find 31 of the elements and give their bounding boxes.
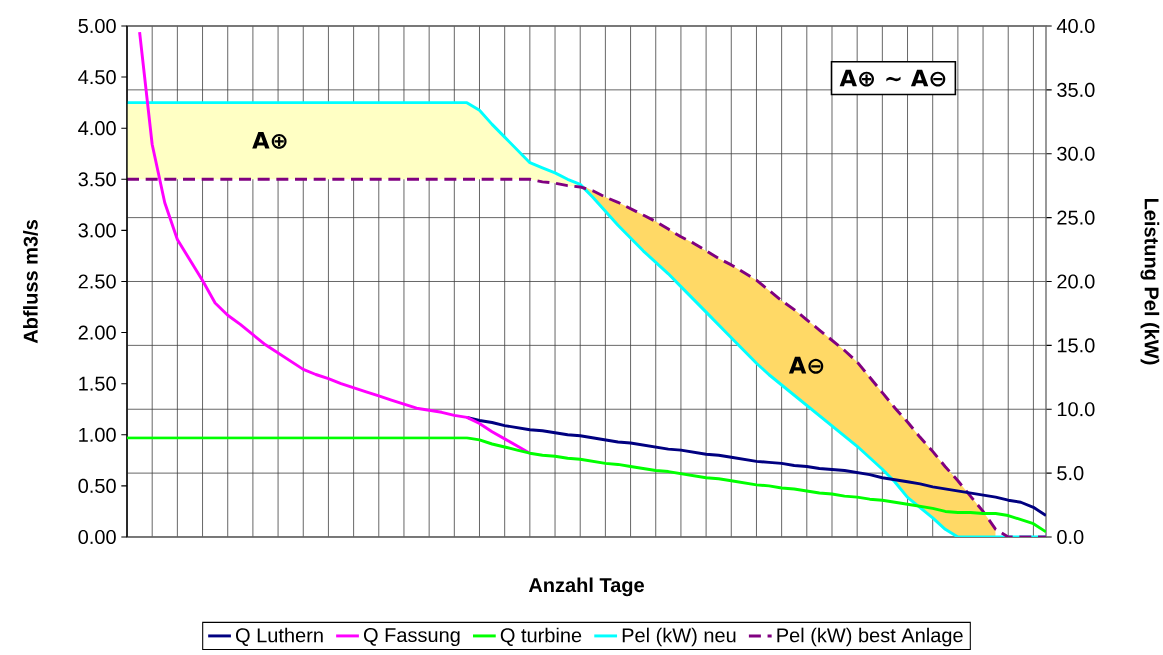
annotation: A⊕ ~ A⊖ <box>839 69 946 87</box>
y-tick-label: 2.00 <box>78 325 116 340</box>
legend-label: Pel (kW) neu <box>622 627 736 647</box>
y-tick-label: 1.50 <box>79 376 116 391</box>
y-tick-label: 0.00 <box>78 529 116 545</box>
legend-label: Pel (kW) best Anlage <box>777 627 963 647</box>
legend-label: Q Fassung <box>363 627 460 647</box>
y2-tick-label: 40.0 <box>1056 18 1095 34</box>
annotation: A⊖ <box>788 356 824 374</box>
y-tick-label: 4.00 <box>78 121 116 136</box>
y2-tick-label: 15.0 <box>1057 338 1095 353</box>
y2-tick-label: 0.0 <box>1057 529 1084 545</box>
y2-tick-label: 10.0 <box>1057 402 1095 417</box>
y-tick-label: 5.00 <box>78 18 116 34</box>
y-tick-label: 3.50 <box>78 172 116 187</box>
y-axis-title: Abfluss m3/s <box>23 220 38 344</box>
y2-tick-label: 35.0 <box>1057 82 1095 97</box>
legend-label: Q turbine <box>500 627 582 646</box>
y-tick-label: 2.50 <box>78 274 116 289</box>
legend-label: Q Luthern <box>236 627 323 646</box>
y-tick-label: 0.50 <box>78 478 116 493</box>
y-tick-label: 4.50 <box>78 70 116 85</box>
y-tick-label: 3.00 <box>78 223 116 238</box>
annotation: A⊕ <box>252 132 287 149</box>
y2-tick-label: 5.0 <box>1057 466 1084 481</box>
y-tick-label: 1.00 <box>79 427 116 442</box>
y2-tick-label: 25.0 <box>1057 210 1095 225</box>
y2-tick-label: 30.0 <box>1057 146 1095 161</box>
y2-tick-label: 20.0 <box>1057 274 1095 289</box>
x-axis-title: Anzahl Tage <box>528 577 644 597</box>
y2-axis-title: Leistung Pel (kW) <box>1140 198 1160 365</box>
